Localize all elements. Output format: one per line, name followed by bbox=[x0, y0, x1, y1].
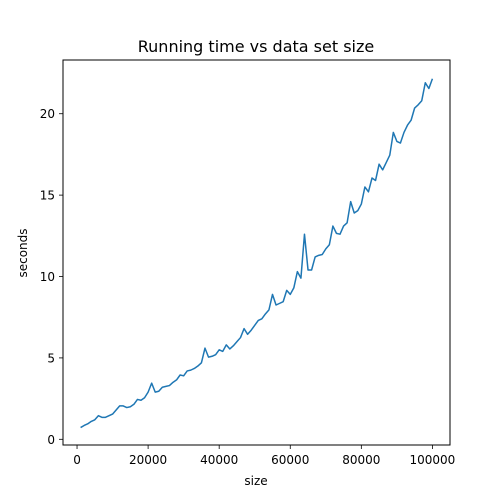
plot-frame bbox=[62, 59, 451, 446]
series-line-0 bbox=[80, 78, 434, 429]
x-tick-label: 80000 bbox=[342, 453, 380, 467]
ticks-layer: 0 20000 40000 60000 80000 100000 0 5 10 15 20 bbox=[40, 107, 456, 467]
x-tick-label: 40000 bbox=[200, 453, 238, 467]
x-axis-label: size bbox=[244, 474, 267, 488]
y-tick-label: 15 bbox=[40, 189, 55, 203]
y-tick-label: 0 bbox=[47, 433, 55, 447]
x-tick-label: 0 bbox=[73, 453, 81, 467]
chart-title: Running time vs data set size bbox=[138, 37, 374, 56]
x-tick-label: 20000 bbox=[129, 453, 167, 467]
y-tick-label: 5 bbox=[47, 351, 55, 365]
x-tick-label: 100000 bbox=[410, 453, 456, 467]
x-tick-label: 60000 bbox=[271, 453, 309, 467]
y-tick-label: 20 bbox=[40, 107, 55, 121]
series-layer bbox=[80, 78, 434, 429]
y-tick-label: 10 bbox=[40, 270, 55, 284]
y-axis-label: seconds bbox=[16, 228, 30, 277]
